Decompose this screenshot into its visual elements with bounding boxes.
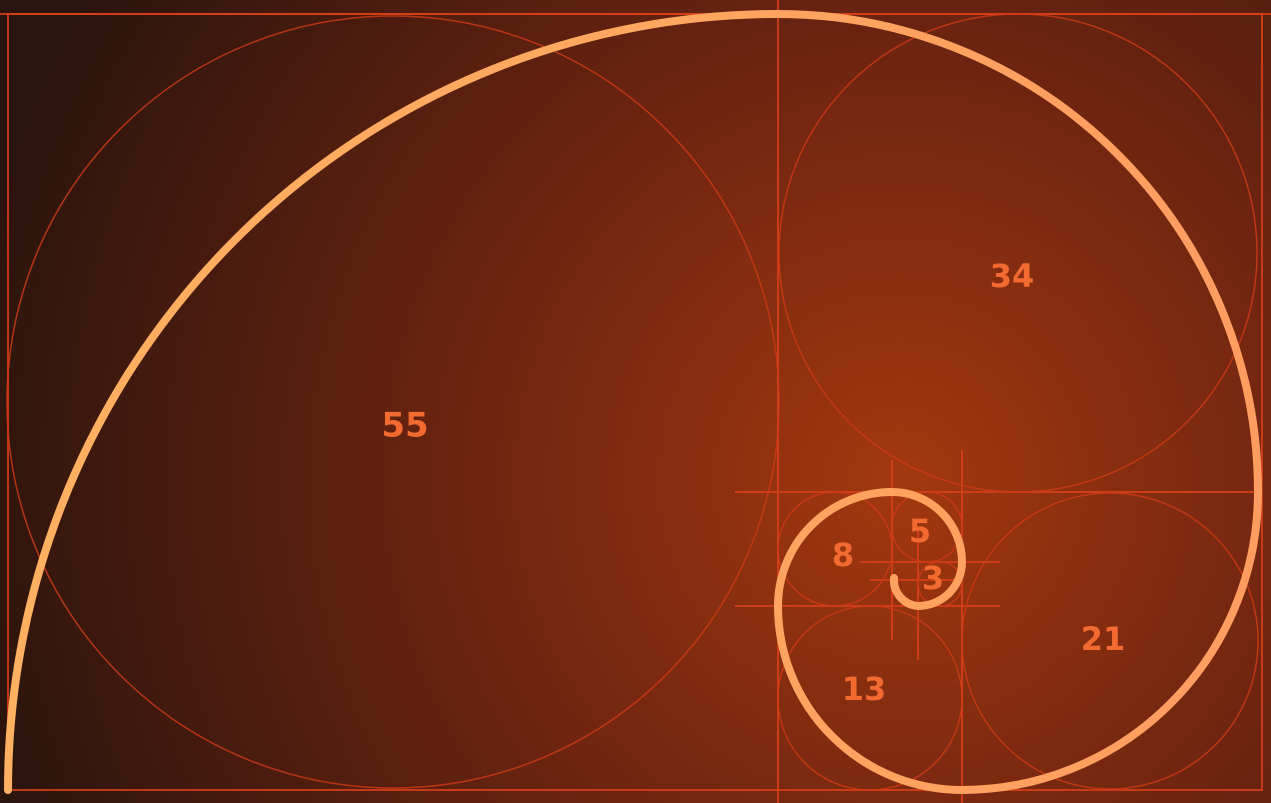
circle [917, 561, 963, 607]
circle [777, 605, 963, 791]
circle [778, 13, 1258, 493]
inscribed-circles [6, 13, 1259, 791]
square-label: 3 [922, 559, 944, 597]
square-label: 21 [1081, 620, 1126, 658]
circle [777, 491, 893, 607]
square-label: 34 [990, 257, 1035, 295]
square-label: 5 [909, 512, 931, 550]
square-label: 8 [832, 536, 854, 574]
square-label: 13 [842, 670, 887, 708]
spiral [4, 9, 1263, 795]
circle [961, 492, 1259, 790]
circle [891, 491, 963, 563]
square-label: 55 [381, 406, 428, 446]
circle [6, 15, 780, 789]
